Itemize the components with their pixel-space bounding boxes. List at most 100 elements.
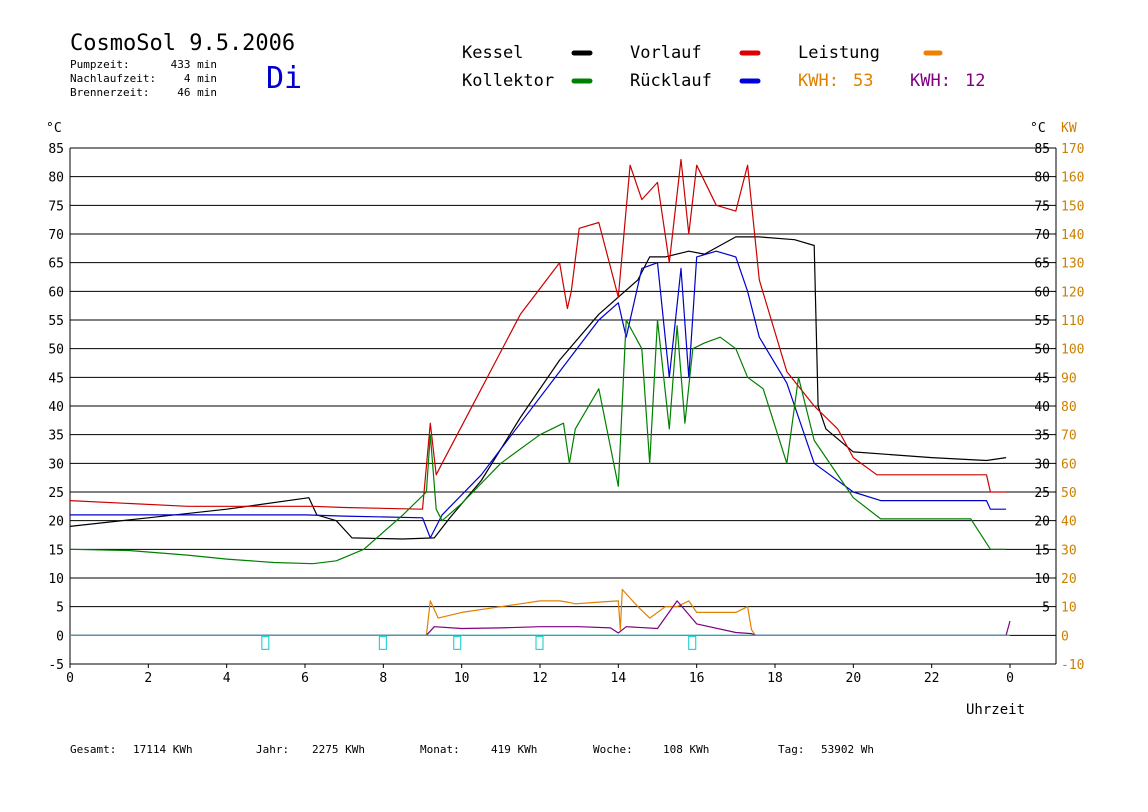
stat-label-pumpzeit: Pumpzeit: [70, 58, 130, 71]
footer-woche-value: 108 KWh [663, 743, 709, 756]
y-tick-right-50: 50 [1034, 343, 1050, 358]
series-kessel [69, 236, 1007, 540]
x-tick-2: 4 [223, 671, 231, 686]
kw-tick-100: 100 [1061, 343, 1084, 358]
y-tick-right-10: 10 [1034, 572, 1050, 587]
y-tick-left-25: 25 [48, 486, 64, 501]
series-leistung [70, 588, 1010, 636]
kw-tick-120: 120 [1061, 285, 1084, 300]
stat-value-nachlaufzeit: 4 min [184, 72, 217, 85]
kw-tick-70: 70 [1061, 429, 1077, 444]
footer-gesamt-value: 17114 KWh [133, 743, 193, 756]
kw-tick-60: 60 [1061, 457, 1077, 472]
kw-tick-50: 50 [1061, 486, 1077, 501]
y-tick-right-5: 5 [1042, 601, 1050, 616]
x-tick-0: 0 [66, 671, 74, 686]
y-tick-right-30: 30 [1034, 457, 1050, 472]
kw-tick-130: 130 [1061, 257, 1084, 272]
pump-markers [261, 635, 697, 650]
legend-kessel-label: Kessel [462, 43, 523, 63]
legend-vorlauf-label: Vorlauf [630, 43, 702, 63]
y-tick-left-35: 35 [48, 429, 64, 444]
y-tick-right-55: 55 [1034, 314, 1050, 329]
y-tick-left-30: 30 [48, 457, 64, 472]
stat-label-brennerzeit: Brennerzeit: [70, 86, 149, 99]
y-tick-left-85: 85 [48, 142, 64, 157]
y-tick-left-45: 45 [48, 371, 64, 386]
x-tick-8: 16 [689, 671, 705, 686]
x-tick-9: 18 [767, 671, 783, 686]
chart-title: CosmoSol 9.5.2006 [70, 31, 295, 56]
y-tick-right-85: 85 [1034, 142, 1050, 157]
y-tick-left-50: 50 [48, 343, 64, 358]
kw-tick-40: 40 [1061, 515, 1077, 530]
footer-jahr-value: 2275 KWh [312, 743, 365, 756]
kw-tick-0: 0 [1061, 629, 1069, 644]
kw-tick-170: 170 [1061, 142, 1084, 157]
y-tick-left-70: 70 [48, 228, 64, 243]
stat-value-brennerzeit: 46 min [177, 86, 217, 99]
kw-tick-90: 90 [1061, 371, 1077, 386]
stats-block: Pumpzeit: 433 min Nachlaufzeit: 4 min Br… [70, 58, 217, 99]
kw-tick-10: 10 [1061, 601, 1077, 616]
y-tick-left-40: 40 [48, 400, 64, 415]
kw-tick--10: -10 [1061, 658, 1084, 673]
y-tick-right-75: 75 [1034, 199, 1050, 214]
kw-tick-80: 80 [1061, 400, 1077, 415]
legend-kollektor-label: Kollektor [462, 71, 554, 91]
y-tick-left-15: 15 [48, 543, 64, 558]
x-tick-3: 6 [301, 671, 309, 686]
y-tick-left-60: 60 [48, 285, 64, 300]
x-tick-4: 8 [379, 671, 387, 686]
y-tick-right-15: 15 [1034, 543, 1050, 558]
y-tick-right-70: 70 [1034, 228, 1050, 243]
series-kwh2 [70, 600, 1011, 636]
y-tick-left-75: 75 [48, 199, 64, 214]
x-tick-12: 0 [1006, 671, 1014, 686]
y-tick-right-45: 45 [1034, 371, 1050, 386]
tick-labels: 8580757065605550454035302520151050-58580… [48, 142, 1084, 686]
legend: Kessel Kollektor Vorlauf Rücklauf Leistu… [462, 43, 985, 91]
series-vorlauf [69, 158, 1007, 510]
x-tick-1: 2 [144, 671, 152, 686]
y-tick-right-60: 60 [1034, 285, 1050, 300]
kw-tick-150: 150 [1061, 199, 1084, 214]
y-tick-left-5: 5 [56, 601, 64, 616]
legend-ruecklauf-label: Rücklauf [630, 71, 712, 91]
kw-tick-20: 20 [1061, 572, 1077, 587]
right-axis-unit: °C [1030, 121, 1046, 136]
x-tick-6: 12 [532, 671, 548, 686]
footer-gesamt-label: Gesamt: [70, 743, 116, 756]
y-tick-right-20: 20 [1034, 515, 1050, 530]
legend-kwh2-value: 12 [965, 71, 985, 91]
pump-marker-2 [453, 635, 462, 650]
legend-kwh2-label: KWH: [910, 71, 951, 91]
kw-axis-unit: KW [1061, 121, 1077, 136]
y-tick-right-40: 40 [1034, 400, 1050, 415]
kw-tick-160: 160 [1061, 171, 1084, 186]
y-tick-left-55: 55 [48, 314, 64, 329]
x-tick-10: 20 [846, 671, 862, 686]
y-tick-left-80: 80 [48, 171, 64, 186]
footer-monat-value: 419 KWh [491, 743, 537, 756]
x-tick-11: 22 [924, 671, 940, 686]
x-tick-7: 14 [611, 671, 627, 686]
legend-leistung-label: Leistung [798, 43, 880, 63]
footer-tag-value: 53902 Wh [821, 743, 874, 756]
y-tick-left-20: 20 [48, 515, 64, 530]
kw-tick-140: 140 [1061, 228, 1084, 243]
pump-marker-4 [688, 635, 697, 650]
stat-value-pumpzeit: 433 min [171, 58, 217, 71]
footer-woche-label: Woche: [593, 743, 633, 756]
series-ruecklauf [70, 250, 1007, 539]
legend-kwh1-value: 53 [853, 71, 873, 91]
left-axis-unit: °C [46, 121, 62, 136]
series-kollektor [69, 319, 1007, 565]
pump-marker-1 [378, 635, 387, 650]
pump-marker-3 [535, 635, 544, 650]
kw-tick-30: 30 [1061, 543, 1077, 558]
legend-kwh1-label: KWH: [798, 71, 839, 91]
grid [69, 147, 1057, 665]
x-tick-5: 10 [454, 671, 470, 686]
